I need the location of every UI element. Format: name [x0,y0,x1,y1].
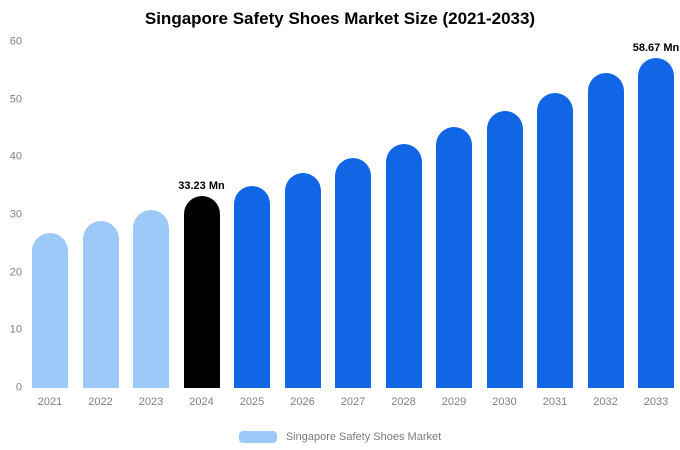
y-tick-label: 0 [15,381,22,394]
x-tick-label: 2022 [88,396,113,408]
x-tick-label: 2029 [441,396,467,408]
bar-slot-2026 [284,42,321,388]
x-tick-label: 2028 [391,396,416,408]
y-tick-label: 60 [9,35,22,48]
bar-value-label: 58.67 Mn [632,42,680,54]
bar-2033 [638,58,674,388]
x-tick-label: 2032 [593,396,618,408]
bar-slot-2028 [385,42,422,388]
bar-2027 [335,157,371,388]
bar-2031 [537,92,573,388]
bar-slot-2030 [486,42,523,388]
bar-slot-2027 [335,42,371,388]
bar-slot-2033: 58.67 Mn [633,42,679,388]
bar-slot-2025 [234,42,270,388]
bar-2022 [82,221,119,388]
bar-2029 [436,127,472,388]
x-tick-label: 2030 [492,396,517,408]
legend-label: Singapore Safety Shoes Market [285,431,442,443]
bar-2024 [183,196,220,388]
bar-slot-2023 [133,42,169,388]
x-tick-label: 2027 [340,396,366,408]
bar-2021 [32,232,68,388]
plot-area: 33.23 Mn 58.67 Mn [32,42,679,388]
bar-slot-2021 [32,42,68,388]
x-tick-label: 2021 [37,396,63,408]
bar-value-label: 33.23 Mn [178,180,225,193]
bar-2023 [133,210,169,388]
bar-slot-2022 [82,42,119,388]
x-tick-label: 2023 [138,396,164,408]
x-tick-label: 2025 [239,396,265,408]
legend: Singapore Safety Shoes Market [0,431,680,443]
bar-2025 [234,185,270,388]
bar-slot-2031 [537,42,573,388]
bar-slot-2032 [587,42,624,388]
bar-slot-2024: 33.23 Mn [178,42,225,388]
legend-swatch [238,431,277,443]
chart-title: Singapore Safety Shoes Market Size (2021… [144,9,536,28]
y-tick-label: 10 [9,323,22,336]
x-tick-label: 2024 [189,396,214,408]
bar-2028 [385,144,422,388]
x-tick-label: 2031 [542,396,568,408]
y-axis: 0 10 20 30 40 50 60 [0,36,26,393]
bar-slot-2029 [436,42,472,388]
bar-2032 [587,73,624,388]
y-tick-label: 20 [9,266,22,279]
x-axis: 2021 2022 2023 2024 2025 2026 2027 2028 2029 2030… [32,396,674,408]
x-tick-label: 2026 [290,396,315,408]
x-tick-label: 2033 [643,396,669,408]
y-tick-label: 40 [9,150,22,163]
y-tick-label: 30 [9,208,22,221]
bar-2026 [284,173,321,388]
bar-2030 [486,111,523,388]
y-tick-label: 50 [9,93,22,106]
